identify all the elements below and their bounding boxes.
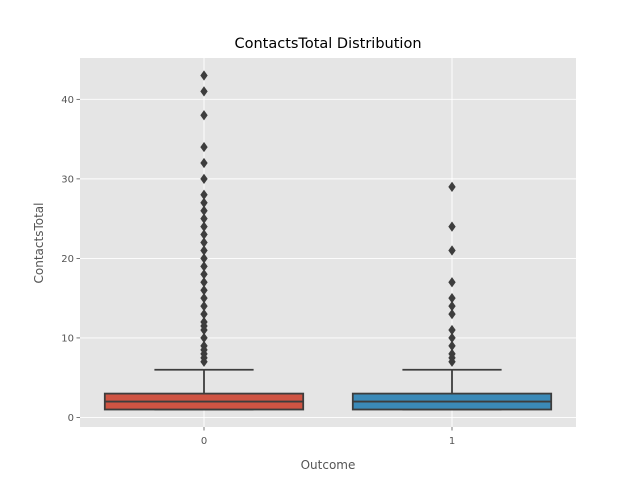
outlier-point — [448, 301, 456, 312]
chart-title: ContactsTotal Distribution — [234, 36, 421, 52]
outlier-point — [448, 308, 456, 320]
outlier-point — [200, 293, 208, 304]
outlier-point — [200, 86, 208, 97]
x-tick-label: 0 — [201, 436, 207, 447]
outlier-point — [448, 245, 456, 256]
outlier-point — [448, 277, 456, 288]
outlier-point — [448, 332, 456, 344]
outlier-point — [448, 293, 456, 304]
box-group-1 — [351, 181, 553, 411]
outlier-point — [200, 189, 208, 200]
x-tick-label: 1 — [449, 436, 455, 447]
outlier-point — [200, 340, 208, 351]
axis-ticks: 0 10 20 30 40 0 1 — [61, 95, 455, 447]
outlier-point — [448, 221, 456, 232]
outlier-point — [448, 181, 456, 192]
outlier-point — [200, 285, 208, 296]
outlier-point — [200, 213, 208, 224]
y-axis-label: ContactsTotal — [32, 203, 46, 284]
outlier-point — [200, 70, 208, 81]
outlier-point — [200, 261, 208, 272]
outlier-point — [200, 269, 208, 280]
y-tick-label: 20 — [61, 254, 74, 265]
outlier-point — [200, 157, 208, 169]
outlier-point — [200, 205, 208, 216]
outlier-point — [448, 324, 456, 336]
outlier-point — [200, 316, 208, 328]
outlier-point — [448, 348, 456, 359]
y-tick-label: 0 — [68, 413, 74, 424]
outlier-point — [200, 253, 208, 264]
outlier-point — [200, 237, 208, 248]
outlier-point — [200, 110, 208, 121]
outlier-point — [200, 197, 208, 208]
boxes — [103, 70, 553, 411]
outlier-point — [200, 229, 208, 240]
outlier-point — [200, 332, 208, 344]
y-tick-label: 40 — [61, 95, 74, 106]
x-axis-label: Outcome — [301, 458, 356, 472]
outlier-point — [200, 141, 208, 153]
y-tick-label: 10 — [61, 334, 74, 345]
outlier-point — [200, 301, 208, 312]
plot-area — [80, 58, 576, 427]
outlier-point — [200, 277, 208, 288]
y-tick-label: 30 — [61, 174, 74, 185]
outlier-point — [200, 173, 208, 184]
outlier-point — [200, 245, 208, 256]
box-group-0 — [103, 70, 305, 411]
outlier-point — [200, 308, 208, 320]
outlier-point — [200, 221, 208, 232]
outlier-point — [448, 340, 456, 351]
